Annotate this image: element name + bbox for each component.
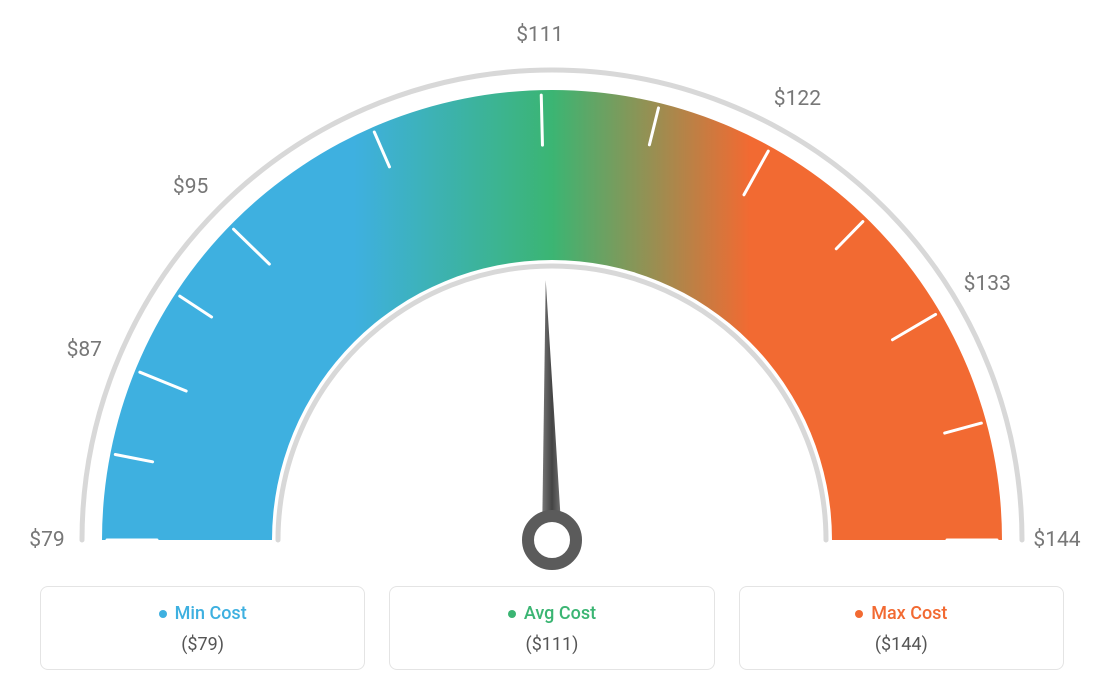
legend-title-min: Min Cost	[159, 603, 247, 624]
legend-value-max: ($144)	[750, 634, 1053, 655]
legend-label-min: Min Cost	[175, 603, 247, 624]
cost-gauge-chart: $79 $87 $95 $111 $122 $133 $144 Min Cost ($79)…	[0, 0, 1104, 690]
dot-icon	[508, 610, 516, 618]
gauge-svg	[0, 0, 1104, 570]
dot-icon	[855, 610, 863, 618]
dot-icon	[159, 610, 167, 618]
legend-title-max: Max Cost	[855, 603, 947, 624]
gauge-tick-label: $95	[173, 175, 208, 199]
legend-label-avg: Avg Cost	[524, 603, 596, 624]
legend-row: Min Cost ($79) Avg Cost ($111) Max Cost …	[40, 586, 1064, 671]
gauge-tick-label: $122	[774, 87, 821, 111]
gauge-tick-label: $133	[964, 272, 1011, 296]
legend-card-max: Max Cost ($144)	[739, 586, 1064, 671]
legend-card-min: Min Cost ($79)	[40, 586, 365, 671]
legend-label-max: Max Cost	[871, 603, 947, 624]
gauge-tick-label: $87	[67, 338, 102, 362]
gauge-tick-label: $144	[1033, 528, 1080, 552]
gauge-area: $79 $87 $95 $111 $122 $133 $144	[0, 0, 1104, 570]
legend-card-avg: Avg Cost ($111)	[389, 586, 714, 671]
gauge-tick-label: $111	[516, 23, 563, 47]
legend-title-avg: Avg Cost	[508, 603, 596, 624]
legend-value-min: ($79)	[51, 634, 354, 655]
gauge-tick-label: $79	[29, 528, 64, 552]
legend-value-avg: ($111)	[400, 634, 703, 655]
